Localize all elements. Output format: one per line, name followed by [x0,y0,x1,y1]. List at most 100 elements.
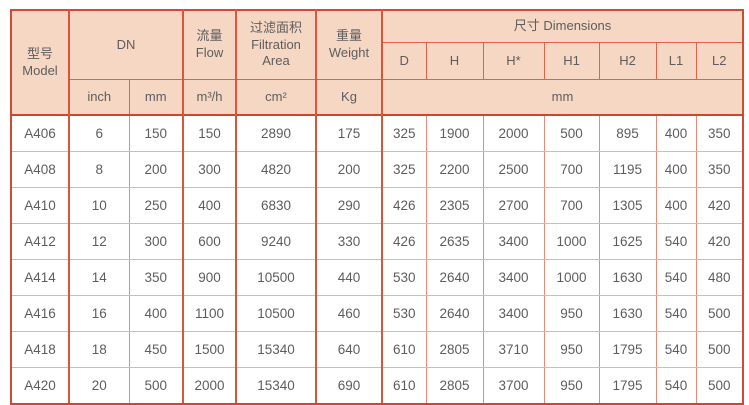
cell-dim-l2: 500 [695,331,744,368]
cell-dim-l1: 400 [655,114,697,152]
cell-dim-h1: 1000 [543,223,600,260]
cell-weight: 200 [315,151,383,188]
table-row: A406 6 150 150 2890 175 325 1900 2000 50… [10,114,744,152]
cell-dim-h: 2635 [425,223,484,260]
header-dim-l1: L1 [655,42,697,80]
cell-weight: 330 [315,223,383,260]
cell-dim-h: 2640 [425,259,484,296]
cell-flow: 600 [182,223,237,260]
cell-flow: 400 [182,187,237,224]
cell-dn-mm: 500 [128,367,184,405]
cell-dim-d: 325 [381,151,427,188]
cell-dim-h2: 1630 [598,295,657,332]
table-row: A420 20 500 2000 15340 690 610 2805 3700… [10,367,744,405]
cell-dim-hstar: 2000 [482,114,545,152]
cell-weight: 640 [315,331,383,368]
cell-model: A420 [10,367,70,405]
cell-dim-l2: 500 [695,367,744,405]
cell-dn-mm: 300 [128,223,184,260]
cell-dim-hstar: 3400 [482,259,545,296]
cell-weight: 690 [315,367,383,405]
cell-dim-l2: 350 [695,114,744,152]
table-row: A414 14 350 900 10500 440 530 2640 3400 … [10,259,744,296]
cell-model: A414 [10,259,70,296]
cell-dim-h: 2305 [425,187,484,224]
unit-mm: mm [128,79,184,116]
cell-dim-l1: 400 [655,151,697,188]
unit-area: cm² [235,79,317,116]
cell-dim-h2: 1195 [598,151,657,188]
cell-dn-inch: 16 [68,295,130,332]
cell-dn-mm: 400 [128,295,184,332]
cell-model: A412 [10,223,70,260]
cell-dim-h2: 1795 [598,331,657,368]
header-dim-h1: H1 [543,42,600,80]
cell-filtration-area: 10500 [235,295,317,332]
cell-dim-h2: 1630 [598,259,657,296]
cell-dim-h: 2640 [425,295,484,332]
table-row: A408 8 200 300 4820 200 325 2200 2500 70… [10,151,744,188]
header-dim-h2: H2 [598,42,657,80]
header-model: 型号 Model [10,9,70,116]
cell-dim-h1: 700 [543,187,600,224]
cell-dim-l1: 540 [655,331,697,368]
cell-dim-h1: 950 [543,331,600,368]
cell-dim-h: 1900 [425,114,484,152]
unit-flow: m³/h [182,79,237,116]
cell-dim-h1: 700 [543,151,600,188]
cell-filtration-area: 2890 [235,114,317,152]
cell-flow: 1500 [182,331,237,368]
cell-dim-h: 2200 [425,151,484,188]
cell-dim-h: 2805 [425,367,484,405]
unit-weight: Kg [315,79,383,116]
cell-dim-hstar: 3700 [482,367,545,405]
cell-weight: 175 [315,114,383,152]
table-row: A418 18 450 1500 15340 640 610 2805 3710… [10,331,744,368]
header-weight: 重量 Weight [315,9,383,80]
cell-model: A410 [10,187,70,224]
cell-dim-d: 325 [381,114,427,152]
cell-dn-inch: 8 [68,151,130,188]
cell-flow: 150 [182,114,237,152]
cell-flow: 300 [182,151,237,188]
cell-dn-inch: 6 [68,114,130,152]
cell-dim-l1: 540 [655,259,697,296]
cell-dn-mm: 150 [128,114,184,152]
spec-table-container: 型号 Model DN 流量 Flow 过滤面积 Filtration Area… [10,9,745,405]
cell-dn-mm: 350 [128,259,184,296]
table-row: A410 10 250 400 6830 290 426 2305 2700 7… [10,187,744,224]
cell-model: A406 [10,114,70,152]
header-dim-h: H [425,42,484,80]
cell-dim-hstar: 2700 [482,187,545,224]
cell-filtration-area: 6830 [235,187,317,224]
cell-dim-hstar: 3400 [482,295,545,332]
cell-model: A418 [10,331,70,368]
cell-filtration-area: 10500 [235,259,317,296]
spec-table: 型号 Model DN 流量 Flow 过滤面积 Filtration Area… [10,9,745,405]
header-dim-hstar: H* [482,42,545,80]
table-row: A412 12 300 600 9240 330 426 2635 3400 1… [10,223,744,260]
cell-dim-l1: 540 [655,367,697,405]
cell-dim-d: 530 [381,259,427,296]
cell-flow: 2000 [182,367,237,405]
header-dim-l2: L2 [695,42,744,80]
cell-dn-inch: 20 [68,367,130,405]
cell-dim-l1: 540 [655,223,697,260]
cell-flow: 900 [182,259,237,296]
cell-weight: 460 [315,295,383,332]
cell-dim-l1: 540 [655,295,697,332]
cell-dim-d: 610 [381,367,427,405]
cell-filtration-area: 15340 [235,331,317,368]
spec-table-body: A406 6 150 150 2890 175 325 1900 2000 50… [10,114,744,405]
cell-dim-l2: 350 [695,151,744,188]
header-dn: DN [68,9,184,80]
cell-dim-h2: 1625 [598,223,657,260]
cell-flow: 1100 [182,295,237,332]
cell-dn-inch: 18 [68,331,130,368]
cell-dim-l2: 480 [695,259,744,296]
cell-dim-l2: 420 [695,223,744,260]
cell-dim-hstar: 2500 [482,151,545,188]
cell-dim-d: 426 [381,187,427,224]
cell-dn-inch: 12 [68,223,130,260]
cell-model: A408 [10,151,70,188]
